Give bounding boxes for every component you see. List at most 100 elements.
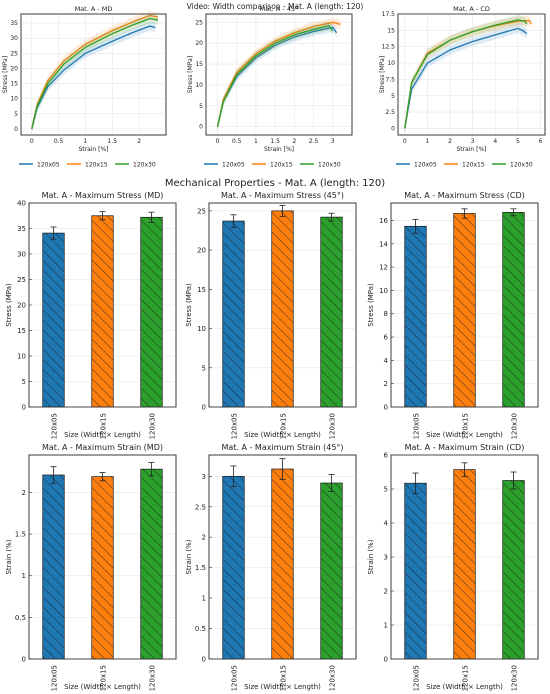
y-tick-label: 6	[384, 452, 389, 460]
bar	[453, 213, 476, 408]
y-tick-label: 2	[202, 534, 206, 542]
x-tick-label: 2	[292, 138, 296, 145]
y-tick-label: 0	[199, 124, 203, 131]
bar	[222, 475, 245, 660]
y-tick-label: 25	[17, 276, 26, 284]
chart-title: Mat. A - Maximum Stress (MD)	[42, 191, 164, 200]
axes-frame	[205, 13, 353, 136]
axes-frame	[390, 202, 539, 408]
y-tick-label: 0	[22, 656, 26, 664]
x-tick-label: 1	[84, 138, 88, 145]
x-tick-label: 120x30	[149, 665, 157, 691]
x-tick-label: 120x30	[149, 413, 157, 439]
axes-frame	[390, 454, 539, 660]
bar	[320, 216, 343, 408]
chart-title: Mat. A - Maximum Strain (CD)	[405, 443, 525, 452]
y-axis-label: Stress [MPa]	[187, 56, 194, 93]
legend-label: 120x05	[414, 162, 437, 169]
x-tick-label: 120x05	[231, 665, 239, 691]
y-tick-label: 15	[387, 27, 395, 34]
y-tick-label: 0.5	[195, 625, 206, 633]
x-tick-label: 1	[425, 138, 429, 145]
bar	[502, 211, 525, 408]
y-tick-label: 0	[202, 404, 206, 412]
legend-label: 120x15	[270, 162, 293, 169]
y-tick-label: 0	[391, 125, 395, 132]
x-axis-label: Size (Width × Length)	[64, 431, 141, 439]
legend-label: 120x30	[133, 162, 156, 169]
y-tick-label: 1.5	[15, 531, 26, 539]
x-tick-label: 120x30	[511, 413, 519, 439]
y-tick-label: 25	[195, 19, 203, 26]
y-tick-label: 10	[10, 96, 18, 103]
x-tick-label: 3	[471, 138, 475, 145]
y-tick-label: 4	[384, 520, 389, 528]
x-tick-label: 3	[331, 138, 335, 145]
x-tick-label: 0.5	[232, 138, 242, 145]
chart-title: Mat. A - Maximum Stress (CD)	[404, 191, 525, 200]
y-tick-label: 2.5	[195, 503, 206, 511]
chart-title: Mat. A - 45°	[260, 5, 299, 13]
bar-panel: 0 1 2 3 4 5 6 120x05 120x15 120x30 Mat. A - Maximu…	[367, 443, 539, 691]
x-axis-label: Strain [%]	[456, 146, 486, 153]
y-tick-label: 0	[384, 404, 388, 412]
y-tick-label: 5	[22, 378, 26, 386]
y-tick-label: 2	[384, 588, 388, 596]
x-tick-label: 0	[403, 138, 407, 145]
y-tick-label: 10	[197, 325, 206, 333]
y-tick-label: 5	[391, 93, 395, 100]
y-tick-label: 12	[379, 264, 388, 272]
y-tick-label: 15	[10, 81, 18, 88]
series-line	[404, 19, 528, 129]
x-tick-label: 5	[516, 138, 520, 145]
x-tick-label: 120x15	[100, 665, 108, 691]
x-axis-label: Size (Width × Length)	[244, 683, 321, 691]
line-panel: 0 0.5 1 1.5 2 2.5 3 0 5 10 15 20 25 Mat. A - 45° Strai…	[187, 5, 353, 169]
chart-title: Mat. A - Maximum Strain (45°)	[221, 443, 343, 452]
bar	[502, 480, 525, 660]
x-tick-label: 120x15	[462, 665, 470, 691]
y-tick-label: 35	[17, 225, 26, 233]
y-tick-label: 2.5	[385, 109, 395, 116]
x-axis-label: Strain [%]	[78, 146, 108, 153]
y-tick-label: 5	[199, 103, 203, 110]
legend-label: 120x05	[222, 162, 245, 169]
x-tick-label: 120x15	[280, 665, 288, 691]
bar-panel: 0 0.5 1 1.5 2 2.5 3 120x05 120x15 120x30 Mat. A - …	[185, 443, 357, 691]
y-tick-label: 3	[384, 554, 388, 562]
y-tick-label: 5	[202, 364, 206, 372]
y-tick-label: 20	[195, 40, 203, 47]
axes-frame	[28, 202, 177, 408]
y-tick-label: 20	[17, 302, 26, 310]
bar	[140, 216, 163, 408]
video-title: Video: Width comparison - Mat. A (length…	[187, 2, 364, 11]
x-tick-label: 2.5	[309, 138, 319, 145]
x-tick-label: 0	[30, 138, 34, 145]
bar-panel: 0 5 10 15 20 25 30 35 40 120x05 120x15 120x30 Mat. A…	[5, 191, 177, 439]
x-axis-label: Size (Width × Length)	[244, 431, 321, 439]
chart-title: Mat. A - CD	[453, 5, 490, 13]
bar	[140, 468, 163, 660]
y-tick-label: 4	[384, 357, 389, 365]
y-tick-label: 15	[197, 286, 206, 294]
y-axis-label: Strain (%)	[5, 539, 13, 574]
y-tick-label: 0	[202, 656, 206, 664]
legend-label: 120x15	[85, 162, 108, 169]
bar	[222, 220, 245, 408]
x-tick-label: 120x15	[100, 413, 108, 439]
x-tick-label: 120x15	[462, 413, 470, 439]
x-tick-label: 0	[216, 138, 220, 145]
section-title: Mechanical Properties - Mat. A (length: …	[165, 178, 385, 189]
series-line	[404, 27, 528, 129]
series-line	[31, 14, 159, 130]
x-tick-label: 120x05	[51, 665, 59, 691]
y-tick-label: 15	[195, 61, 203, 68]
x-tick-label: 6	[539, 138, 543, 145]
y-tick-label: 3	[202, 473, 206, 481]
series-line	[31, 25, 156, 130]
legend-label: 120x30	[318, 162, 341, 169]
bar	[404, 482, 427, 660]
axes-frame	[20, 13, 167, 136]
